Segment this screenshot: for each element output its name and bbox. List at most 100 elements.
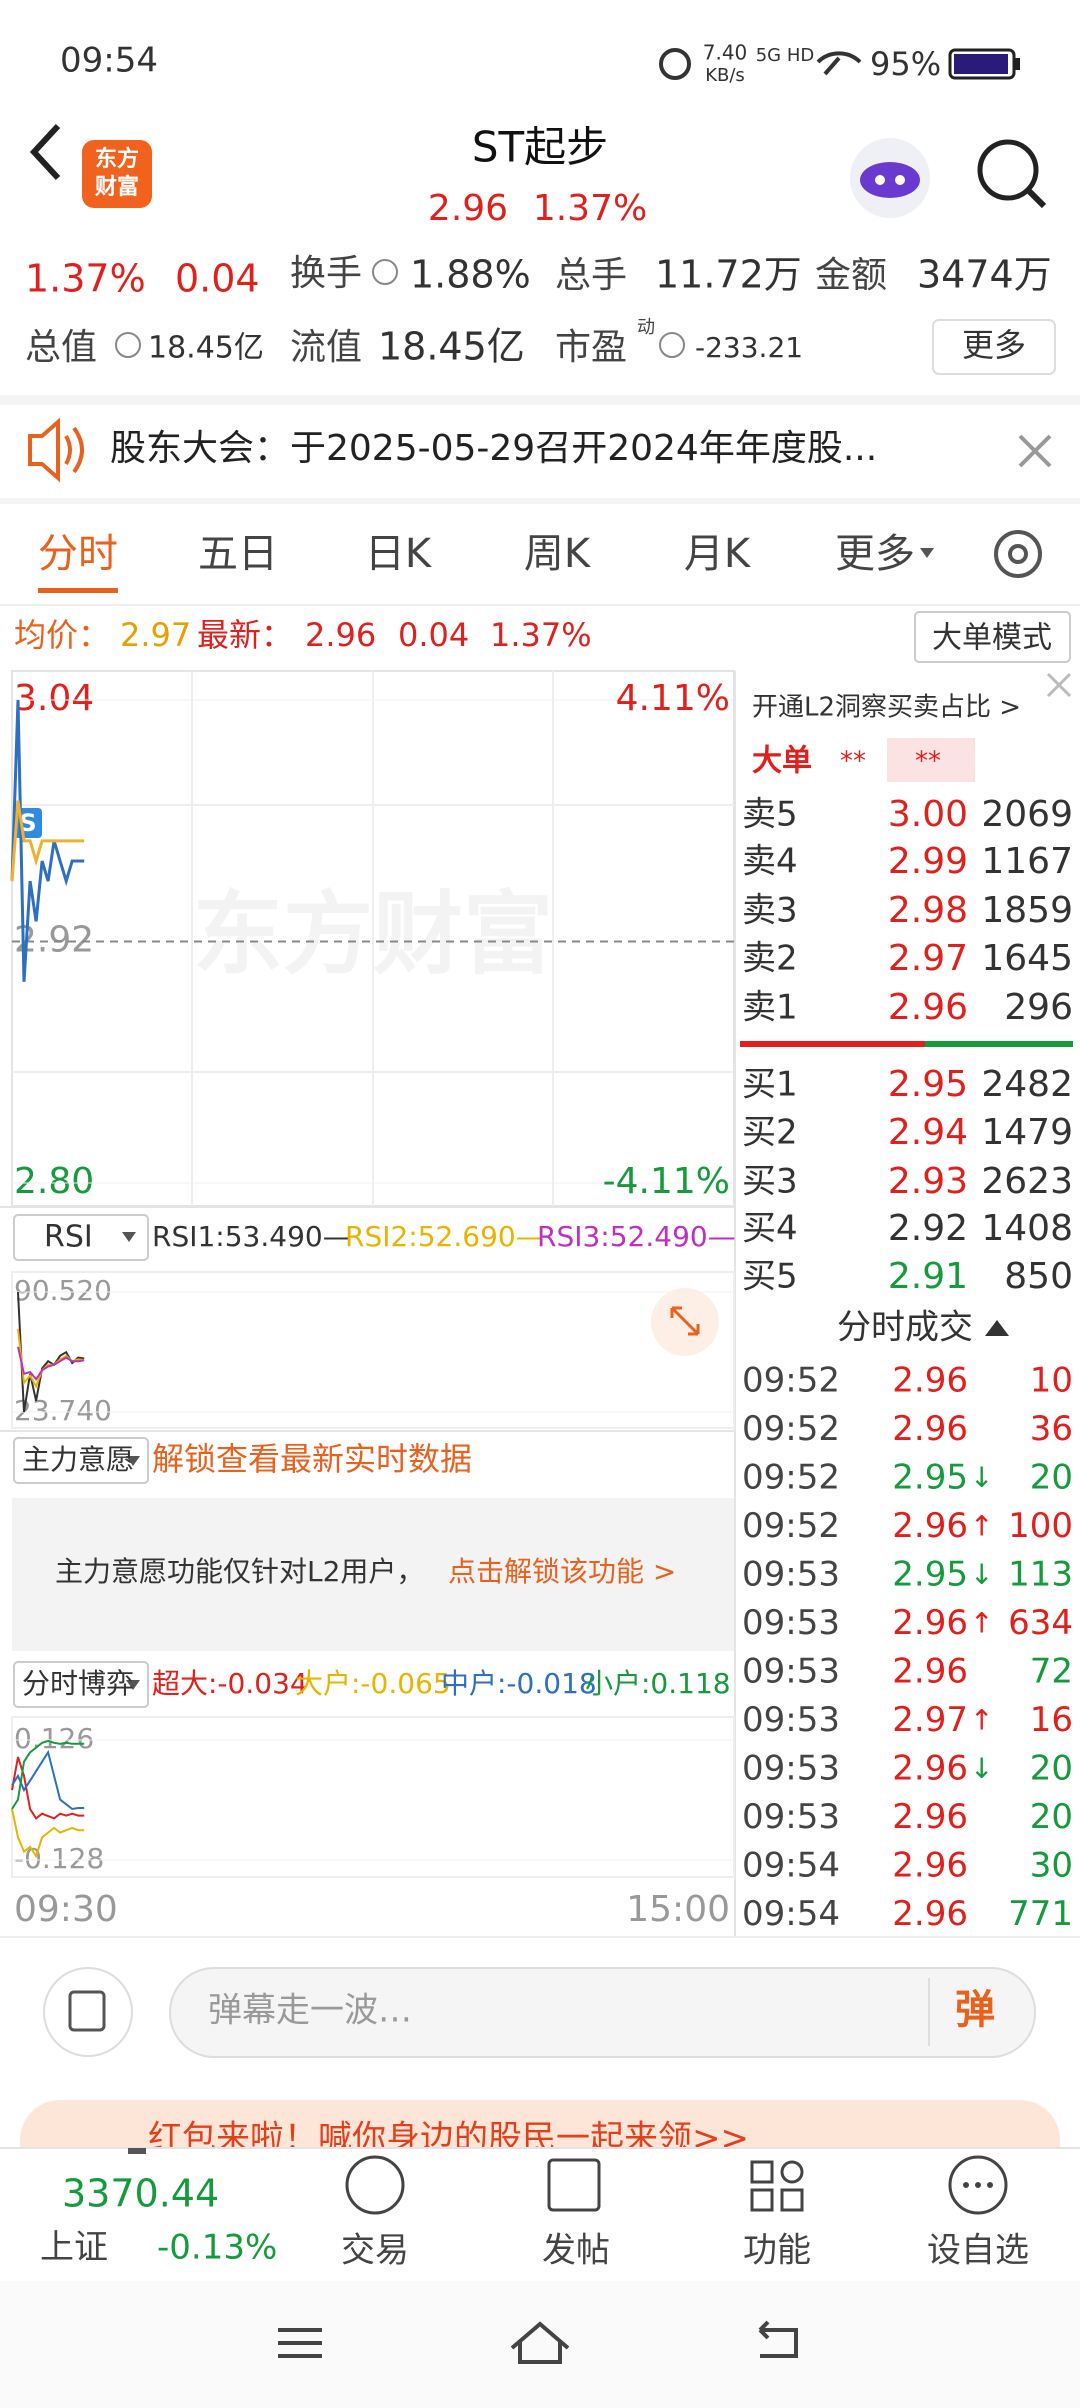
settings[interactable]	[994, 530, 1042, 578]
book-label: 卖2	[742, 939, 798, 979]
book-label: 卖1	[742, 988, 798, 1028]
trade-time: 09:52	[742, 1361, 840, 1401]
more-button: 更多	[962, 326, 1026, 364]
label: 11.72万	[655, 253, 802, 297]
trade-price: 2.97	[892, 1700, 968, 1740]
game-selector-box[interactable]	[13, 1661, 149, 1708]
notice: 股东大会：于2025-05-29召开2024年年度股...	[110, 428, 877, 469]
tab[interactable]: 更多	[835, 531, 915, 577]
trade-time: 09:53	[742, 1700, 840, 1740]
trade-volume: 100	[1008, 1506, 1073, 1546]
label: 大单	[752, 744, 812, 779]
legend-entry: 中户:-0.018	[441, 1667, 597, 1700]
label: 2.96	[305, 616, 376, 654]
book-label: 买2	[742, 1113, 798, 1153]
label: 2.97	[120, 616, 191, 654]
logo	[82, 140, 152, 208]
book-volume: 2623	[981, 1161, 1073, 1202]
mode-button[interactable]	[914, 611, 1071, 663]
bottom-bars	[0, 2147, 1080, 2408]
index-change: -0.13%	[157, 2228, 277, 2268]
label[interactable]: 点击解锁该功能 >	[448, 1555, 676, 1588]
y-tick-label: 23.740	[14, 1394, 112, 1427]
book-label: 卖4	[742, 842, 798, 882]
back[interactable]	[29, 123, 61, 181]
label: 总值	[25, 327, 97, 368]
legend-entry: 小户:0.118	[585, 1667, 731, 1700]
book-volume: 2482	[981, 1064, 1073, 1105]
label: 解锁查看最新实时数据	[152, 1440, 472, 1478]
x-tick-label: 09:30	[14, 1889, 118, 1930]
comment-input[interactable]	[169, 1967, 1036, 2058]
book-volume: 1859	[981, 890, 1073, 931]
trade-direction: ↑	[970, 1704, 993, 1737]
legend-entry: RSI3:52.490—	[537, 1220, 736, 1253]
book-price: 2.99	[888, 841, 968, 882]
tab[interactable]: 月K	[684, 531, 752, 577]
label: -233.21	[695, 331, 803, 364]
book-label: 买3	[742, 1162, 798, 1202]
y-tick-label: 0.126	[14, 1722, 94, 1755]
label: 流值	[290, 327, 362, 368]
trade-time: 09:52	[742, 1506, 840, 1546]
label: 市盈	[555, 327, 627, 368]
trade-time: 09:53	[742, 1555, 840, 1595]
series-line	[11, 1749, 85, 1811]
trade-volume: 10	[1030, 1361, 1073, 1401]
trade-price: 2.96	[892, 1652, 968, 1692]
logo-text: 财富	[95, 174, 139, 200]
rsi-selector-box[interactable]	[13, 1214, 149, 1261]
tab[interactable]: 周K	[524, 531, 592, 577]
book-label: 买4	[742, 1209, 798, 1249]
search[interactable]	[977, 139, 1039, 201]
trade-volume: 16	[1030, 1700, 1073, 1740]
label: 1.88%	[410, 253, 531, 297]
book-price: 2.96	[888, 987, 968, 1028]
trade-direction: ↓	[970, 1461, 993, 1494]
trade-volume: 634	[1008, 1603, 1073, 1643]
more-button[interactable]	[932, 319, 1056, 375]
index-name: 上证	[40, 2228, 108, 2268]
legend-entry: RSI1:53.490—	[152, 1220, 351, 1253]
trade-price: 2.96	[892, 1894, 968, 1934]
tab[interactable]: 分时	[38, 531, 118, 577]
book-price: 2.98	[888, 890, 968, 931]
label: 0.04	[398, 616, 469, 654]
tab[interactable]: 五日	[198, 531, 278, 577]
label: 动	[637, 317, 655, 338]
series-line	[10, 699, 85, 982]
label: 0.04	[175, 257, 260, 301]
nav-item[interactable]: 发帖	[542, 2231, 610, 2271]
main-force-selector-box[interactable]	[13, 1437, 149, 1484]
trade-time: 09:54	[742, 1846, 840, 1886]
label: 金额	[815, 255, 887, 296]
label: 分时博弈	[22, 1667, 134, 1700]
nav-item[interactable]: 设自选	[927, 2231, 1029, 2271]
nav-item[interactable]: 功能	[743, 2231, 811, 2271]
label: 1.37%	[490, 616, 592, 654]
book-price: 2.91	[888, 1256, 968, 1297]
send-button[interactable]: 弹	[955, 1987, 995, 2033]
trade-volume: 20	[1030, 1458, 1073, 1498]
label: 总手	[555, 255, 627, 296]
legend-entry: 大户:-0.065	[295, 1667, 451, 1700]
book-volume: 1167	[981, 841, 1073, 882]
trade-time: 09:53	[742, 1749, 840, 1789]
y-tick-label: 2.80	[14, 1161, 94, 1202]
nav-item[interactable]: 交易	[341, 2231, 409, 2271]
book-volume: 1645	[981, 938, 1073, 979]
tab[interactable]: 日K	[365, 531, 433, 577]
trade-volume: 72	[1030, 1652, 1073, 1692]
book-price: 2.97	[888, 938, 968, 979]
trade-time: 09:53	[742, 1652, 840, 1692]
series-line	[17, 1346, 85, 1381]
book-price: 2.94	[888, 1112, 968, 1153]
series-line	[11, 1808, 85, 1859]
book-price: 2.93	[888, 1161, 968, 1202]
trade-price: 2.96	[892, 1749, 968, 1789]
label: RSI	[44, 1220, 93, 1255]
trade-direction: ↑	[970, 1607, 993, 1640]
trade-volume: 20	[1030, 1797, 1073, 1837]
